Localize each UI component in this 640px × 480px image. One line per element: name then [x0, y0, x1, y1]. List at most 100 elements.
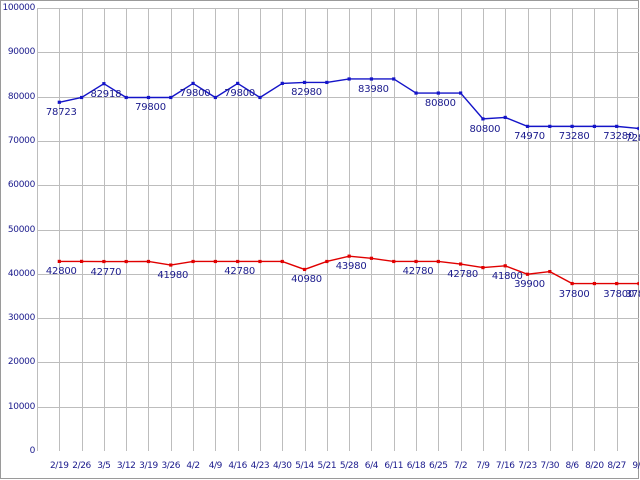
- data-point-marker: [548, 269, 552, 274]
- data-point-value-label: 74970: [514, 131, 545, 143]
- data-point-marker: [481, 117, 485, 121]
- data-point-value-label: 80800: [469, 123, 501, 135]
- data-point-marker: [525, 272, 530, 276]
- data-point-marker: [525, 124, 530, 128]
- series-upper-series: [57, 77, 639, 131]
- x-axis-tick-label: 5/21: [317, 461, 337, 471]
- data-point-marker: [258, 95, 262, 100]
- data-point-value-label: 43980: [335, 261, 367, 273]
- data-point-value-label: 83980: [358, 83, 389, 95]
- data-point-value-label: 78723: [45, 107, 77, 119]
- data-point-value-label: 40980: [291, 274, 322, 286]
- y-axis-tick-label: 40000: [7, 268, 35, 279]
- y-axis-tick-label: 80000: [7, 91, 35, 102]
- y-axis-tick-label: 100000: [2, 3, 35, 13]
- x-axis-tick-label: 4/2: [186, 461, 200, 471]
- plot-frame: [37, 8, 639, 451]
- data-point-marker: [347, 77, 351, 81]
- data-point-marker: [169, 263, 173, 267]
- data-point-value-label: 41800: [491, 270, 523, 282]
- x-axis-tick-label: 5/14: [295, 461, 314, 471]
- data-point-value-label: 80800: [424, 98, 456, 110]
- data-point-marker: [302, 80, 307, 85]
- data-point-marker: [414, 91, 418, 95]
- data-point-value-label: 37800: [603, 288, 635, 300]
- x-axis-tick-label: 4/16: [228, 461, 247, 471]
- data-point-marker: [102, 259, 106, 264]
- x-axis-tick-label: 6/11: [384, 461, 404, 471]
- plot-area: [37, 8, 639, 451]
- data-point-marker: [146, 259, 151, 264]
- data-point-value-label: 73280: [558, 131, 590, 143]
- data-point-value-label: 42780: [402, 266, 434, 278]
- data-point-value-label: 37800: [558, 288, 590, 300]
- x-axis-tick-label: 3/26: [161, 461, 181, 471]
- x-axis-tick-label: 3/12: [116, 461, 136, 471]
- data-point-marker: [436, 259, 440, 264]
- data-point-marker: [436, 91, 440, 95]
- data-point-marker: [102, 82, 106, 86]
- data-point-marker: [124, 259, 128, 264]
- data-point-marker: [570, 124, 574, 128]
- data-point-marker: [459, 262, 463, 266]
- x-axis-tick-label: 4/30: [272, 461, 292, 471]
- data-point-value-label: 79800: [224, 88, 256, 100]
- x-axis-tick-label: 7/9: [476, 461, 490, 471]
- data-point-value-label: 79800: [179, 88, 211, 100]
- x-axis-tick-label: 2/19: [49, 461, 69, 471]
- data-point-value-label: 42770: [90, 266, 122, 278]
- data-point-marker: [258, 259, 262, 264]
- x-axis-tick-label: 8/27: [607, 461, 627, 471]
- y-axis-tick-label: 0: [29, 446, 36, 456]
- data-point-marker: [236, 259, 240, 264]
- y-axis-tick-label: 60000: [7, 180, 35, 191]
- grid-lines: [37, 8, 639, 451]
- x-axis-tick-label: 6/18: [406, 461, 426, 471]
- x-axis-tick-label: 8/20: [585, 461, 604, 471]
- data-point-marker: [213, 95, 217, 100]
- x-axis-tick-label: 7/30: [540, 461, 560, 471]
- x-axis-tick-label: 7/16: [495, 461, 515, 471]
- x-axis-tick-label: 5/28: [339, 461, 359, 471]
- data-point-value-label: 42780: [447, 269, 479, 281]
- data-point-value-label: 79800: [135, 102, 166, 114]
- data-point-marker: [459, 91, 463, 95]
- data-point-marker: [213, 259, 217, 264]
- data-point-marker: [592, 281, 597, 286]
- data-point-value-label: 39900: [514, 279, 545, 291]
- x-axis-tick-label: 9/3: [632, 461, 640, 471]
- data-point-marker: [570, 281, 574, 286]
- data-point-value-label: 41980: [157, 270, 189, 282]
- data-point-marker: [637, 281, 639, 286]
- data-point-value-label: 42780: [224, 266, 256, 278]
- chart-svg: [37, 8, 639, 451]
- y-axis-tick-label: 30000: [7, 313, 35, 324]
- x-axis-tick-label: 6/25: [429, 461, 448, 471]
- data-point-marker: [280, 259, 284, 264]
- y-axis-tick-label: 70000: [7, 135, 35, 146]
- x-axis-tick-label: 3/5: [97, 461, 111, 471]
- data-point-marker: [146, 95, 151, 100]
- data-point-marker: [548, 124, 552, 128]
- x-axis-tick-label: 6/4: [364, 461, 379, 471]
- x-axis-tick-label: 3/19: [139, 461, 158, 471]
- x-axis-tick-label: 4/9: [208, 461, 223, 471]
- data-point-marker: [414, 259, 418, 264]
- data-point-marker: [592, 124, 597, 128]
- y-axis-tick-label: 50000: [7, 224, 35, 235]
- x-axis-tick-label: 2/26: [72, 461, 91, 471]
- data-point-value-label: 73280: [603, 131, 635, 143]
- data-point-marker: [347, 254, 351, 258]
- data-point-marker: [191, 81, 195, 85]
- y-axis-tick-label: 10000: [7, 401, 35, 412]
- data-point-value-label: 37800: [625, 288, 640, 300]
- data-point-marker: [325, 80, 329, 85]
- data-point-value-label: 72800: [625, 133, 640, 145]
- data-point-marker: [302, 267, 307, 272]
- data-point-marker: [280, 81, 284, 85]
- x-axis-tick-label: 7/2: [453, 461, 468, 471]
- data-point-marker: [369, 256, 374, 260]
- x-axis-tick-label: 8/6: [565, 461, 579, 471]
- data-point-marker: [79, 259, 84, 263]
